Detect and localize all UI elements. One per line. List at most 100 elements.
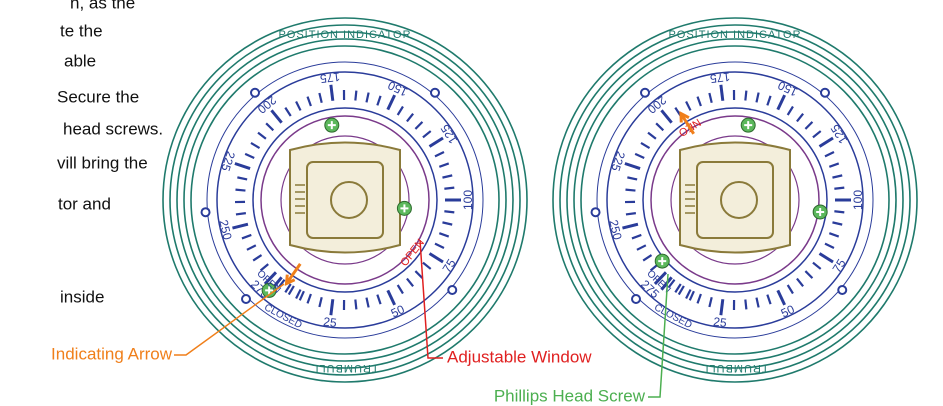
scale-tick [244, 152, 255, 160]
scale-tick [284, 107, 292, 117]
scale-tick [636, 244, 647, 251]
dial: POSITION INDICATOR TRUMBULL 25 50 75 100 125 15… [162, 17, 528, 383]
scale-label: 100 [461, 190, 475, 210]
outer-ring [183, 38, 507, 362]
scale-tick [812, 130, 822, 139]
scale-label: 50 [389, 302, 407, 321]
scale-tick [640, 141, 651, 150]
scale-label: 250 [606, 218, 625, 241]
side-line: n, as the [70, 0, 135, 12]
scale-tick [329, 84, 335, 101]
scale-tick [755, 92, 760, 103]
scale-tick [719, 299, 725, 316]
scale-tick [444, 186, 455, 190]
scale-tick [625, 188, 636, 192]
outer-ring [176, 31, 514, 369]
scale-tick [365, 92, 370, 103]
scale-tick [257, 131, 267, 140]
outer-ring [566, 31, 904, 369]
scale-tick [824, 242, 835, 249]
scale-tick [270, 109, 283, 124]
scale-tick [442, 221, 453, 226]
mount-hole [590, 207, 601, 218]
scale-tick [834, 210, 845, 214]
scale-tick [631, 233, 642, 240]
inner-ring [260, 115, 430, 285]
side-text: n, as the te the able Secure the head sc… [57, 0, 163, 306]
scale-tick [832, 174, 843, 179]
scale-tick [685, 100, 692, 111]
side-line: head screws. [63, 119, 163, 138]
scale-tick [674, 283, 682, 293]
scale-tick [438, 162, 450, 168]
scale-tick [688, 290, 695, 301]
scale-tick [776, 94, 786, 111]
arrow-head [284, 274, 296, 287]
scale-tick [422, 130, 432, 139]
scale-tick [634, 152, 645, 160]
scale-tick [241, 233, 252, 240]
scale-tick [667, 278, 676, 289]
screw-cross [400, 204, 409, 213]
side-line: inside [60, 287, 104, 306]
mount-hole [250, 87, 261, 98]
dial-header: POSITION INDICATOR [278, 29, 411, 41]
scale-tick [685, 289, 692, 300]
scale-tick [234, 162, 251, 170]
scale-tick [660, 276, 673, 291]
scale-tick [708, 296, 713, 308]
scale-label: 225 [218, 150, 238, 174]
scale-tick [406, 112, 414, 123]
scale-tick [306, 293, 312, 304]
scale-tick [284, 283, 292, 293]
scale-tick [824, 151, 835, 158]
scale-tick [444, 210, 455, 214]
scale-label: 75 [440, 256, 459, 275]
side-line: te the [60, 21, 103, 40]
scale-label: 175 [319, 70, 341, 86]
scale-tick [414, 121, 424, 130]
scale-tick [376, 294, 382, 305]
scale-label: 250 [216, 218, 235, 241]
scale-label: 50 [779, 302, 797, 321]
inner-ring [280, 135, 410, 265]
outer-ring [573, 38, 897, 362]
screw-cross [658, 257, 667, 266]
callout-label: Phillips Head Screw [494, 386, 646, 405]
leader [419, 239, 443, 359]
scale-label: 125 [828, 122, 851, 147]
mount-hole [447, 284, 458, 295]
outer-ring [552, 17, 918, 383]
scale-tick [386, 94, 396, 111]
scale-tick [396, 105, 404, 116]
scale-tick [834, 186, 845, 190]
arrow-head [679, 110, 690, 123]
scale-tick [653, 271, 668, 285]
scale-tick [442, 174, 453, 179]
scale-tick [365, 297, 370, 308]
scale-tick [776, 289, 786, 306]
scale-ring [206, 61, 484, 339]
side-line: able [64, 51, 96, 70]
scale-tick [396, 284, 404, 295]
scale-tick [235, 188, 246, 192]
scale-tick [295, 100, 302, 111]
screw-cross [327, 121, 336, 130]
scale-tick [647, 131, 657, 140]
screw-cross [265, 286, 274, 295]
scale-tick [828, 162, 840, 168]
scale-tick [804, 121, 814, 130]
scale-label: 150 [775, 78, 799, 99]
scale-tick [318, 296, 323, 308]
leader [174, 283, 285, 356]
scale-label: 150 [385, 78, 409, 99]
scale-label: 25 [713, 314, 728, 330]
screw-cross [744, 121, 753, 130]
mount-hole [837, 284, 848, 295]
scale-tick [265, 122, 275, 132]
scale-tick [298, 290, 305, 301]
scale-ring [606, 71, 864, 329]
scale-tick [306, 96, 312, 107]
outer-ring [190, 45, 500, 355]
scale-tick [766, 95, 772, 106]
